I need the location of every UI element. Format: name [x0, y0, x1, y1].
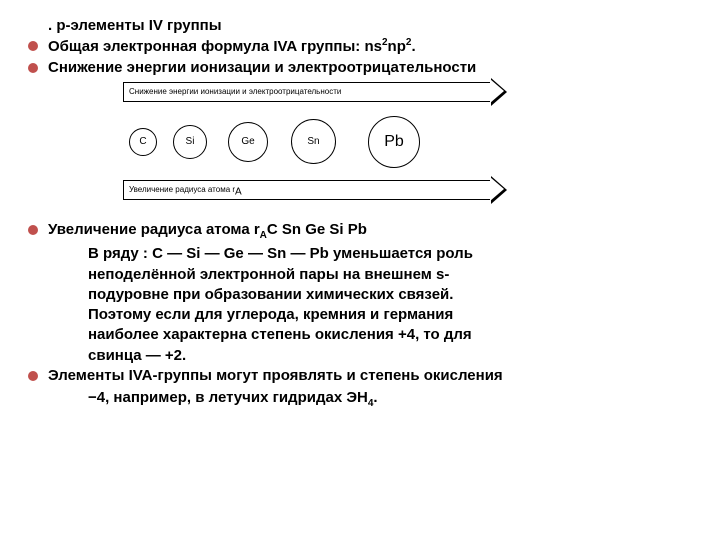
element-pb: Pb [368, 116, 420, 168]
element-label: Sn [307, 136, 319, 147]
text: −4, например, в летучих гидридах ЭН [88, 389, 368, 406]
element-ge: Ge [228, 122, 268, 162]
text: . [373, 389, 377, 406]
para-line: подуровне при образовании химических свя… [48, 285, 692, 305]
element-c: C [129, 128, 157, 156]
para-line: Поэтому если для углерода, кремния и гер… [48, 305, 692, 325]
bullet [28, 21, 38, 31]
element-sn: Sn [291, 119, 336, 164]
oxidation-line-cont: −4, например, в летучих гидридах ЭН4. [48, 388, 692, 411]
body-block: Увеличение радиуса атома rAС Sn Ge Si Pb… [28, 220, 692, 411]
title-line: . р-элементы IV группы [48, 16, 222, 36]
top-arrow-head-fill [490, 79, 504, 103]
text: Увеличение радиуса атома r [48, 221, 260, 238]
para-line: В ряду : С — Si — Ge — Sn — Pb уменьшает… [48, 244, 692, 264]
para-line: свинца — +2. [48, 346, 692, 366]
trend-diagram: Снижение энергии ионизации и электроотри… [123, 82, 543, 212]
radius-line: Увеличение радиуса атома rAС Sn Ge Si Pb [48, 220, 367, 243]
trend-line: Снижение энергии ионизации и электроотри… [48, 58, 476, 78]
element-label: Si [186, 136, 195, 147]
oxidation-line: Элементы IVA-группы могут проявлять и ст… [48, 366, 503, 386]
text: Увеличение радиуса атома r [129, 185, 235, 194]
bullet [28, 225, 38, 235]
bottom-arrow-label: Увеличение радиуса атома rA [129, 185, 242, 198]
sub: A [260, 230, 267, 241]
formula-line: Общая электронная формула IVA группы: ns… [48, 36, 416, 57]
header-block: . р-элементы IV группы Общая электронная… [28, 16, 692, 78]
text: С Sn Ge Si Pb [267, 221, 367, 238]
para-line: наиболее характерна степень окисления +4… [48, 325, 692, 345]
bullet [28, 371, 38, 381]
element-label: Pb [384, 133, 404, 151]
bullet [28, 63, 38, 73]
element-label: Ge [241, 136, 254, 147]
bullet [28, 41, 38, 51]
element-label: C [139, 136, 146, 147]
top-arrow-label: Снижение энергии ионизации и электроотри… [129, 87, 341, 96]
text: Общая электронная формула IVA группы: ns [48, 38, 382, 55]
text: np [388, 38, 406, 55]
element-si: Si [173, 125, 207, 159]
paragraph: В ряду : С — Si — Ge — Sn — Pb уменьшает… [28, 244, 692, 366]
sub: A [235, 186, 242, 197]
bottom-arrow-head-fill [490, 177, 504, 201]
text: . [411, 38, 415, 55]
para-line: неподелённой электронной пары на внешнем… [48, 265, 692, 285]
